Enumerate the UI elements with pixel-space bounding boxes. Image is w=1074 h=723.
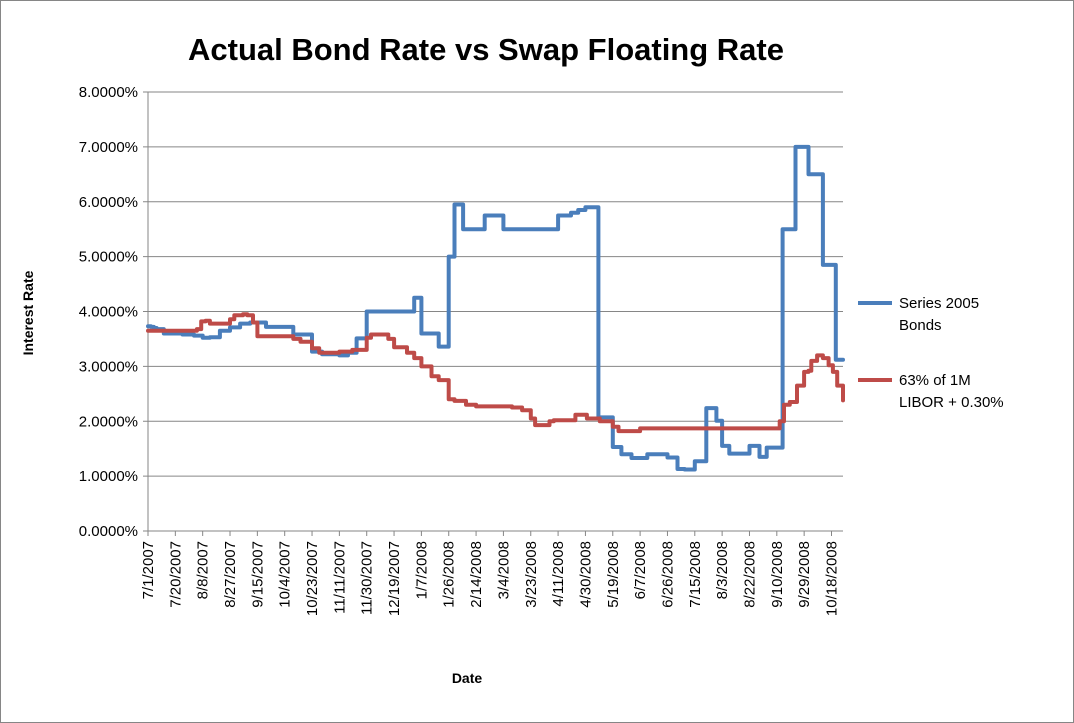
x-tick-label: 8/3/2008 — [714, 541, 731, 599]
y-tick-label: 3.0000% — [79, 358, 138, 375]
legend-label: 63% of 1M LIBOR + 0.30% — [899, 372, 1004, 411]
x-tick-label: 9/10/2008 — [769, 541, 786, 608]
x-tick-label: 1/26/2008 — [441, 541, 458, 608]
x-tick-label: 4/30/2008 — [577, 541, 594, 608]
x-tick-label: 10/23/2007 — [304, 541, 321, 616]
x-tick-label: 2/14/2008 — [468, 541, 485, 608]
x-tick-label: 3/4/2008 — [495, 541, 512, 599]
x-tick-label: 5/19/2008 — [605, 541, 622, 608]
x-tick-label: 10/18/2008 — [823, 541, 840, 616]
x-tick-label: 7/1/2007 — [140, 541, 157, 599]
axes — [143, 91, 843, 536]
x-tick-label: 9/29/2008 — [796, 541, 813, 608]
x-axis-title: Date — [452, 670, 483, 686]
series-line-1 — [146, 144, 845, 472]
x-tick-label: 3/23/2008 — [523, 541, 540, 608]
x-tick-label: 1/7/2008 — [413, 541, 430, 599]
x-tick-label: 4/11/2008 — [550, 541, 567, 607]
y-tick-label: 1.0000% — [79, 468, 138, 485]
x-tick-label: 7/15/2008 — [687, 541, 704, 608]
x-tick-label: 12/19/2007 — [386, 541, 403, 616]
x-tick-label: 8/8/2007 — [195, 541, 212, 599]
x-tick-label: 11/11/2007 — [331, 541, 348, 614]
x-tick-label: 9/15/2007 — [249, 541, 266, 608]
y-tick-label: 8.0000% — [79, 84, 138, 101]
series-lines — [146, 144, 845, 472]
x-tick-label: 6/7/2008 — [632, 541, 649, 599]
y-tick-label: 0.0000% — [79, 523, 138, 540]
gridlines — [148, 91, 843, 477]
x-tick-label: 8/27/2007 — [222, 541, 239, 608]
x-tick-label: 7/20/2007 — [167, 541, 184, 608]
legend-label: Series 2005 Bonds — [899, 295, 979, 334]
y-tick-label: 4.0000% — [79, 304, 138, 321]
tick-labels: 0.0000% 1.0000% 2.0000% 3.0000% 4.0000% 5.000… — [79, 84, 841, 616]
y-tick-label: 7.0000% — [79, 139, 138, 156]
x-tick-label: 8/22/2008 — [741, 541, 758, 608]
y-tick-label: 6.0000% — [79, 194, 138, 211]
y-axis-title: Interest Rate — [20, 270, 36, 355]
legend: Series 2005 Bonds 63% of 1M LIBOR + 0.30% — [858, 295, 1004, 411]
x-tick-label: 10/4/2007 — [277, 541, 294, 608]
chart-title: Actual Bond Rate vs Swap Floating Rate — [188, 32, 784, 67]
y-tick-label: 5.0000% — [79, 249, 138, 266]
x-tick-label: 11/30/2007 — [359, 541, 376, 615]
y-tick-label: 2.0000% — [79, 413, 138, 430]
series-line-2 — [146, 312, 845, 434]
x-tick-label: 6/26/2008 — [659, 541, 676, 608]
